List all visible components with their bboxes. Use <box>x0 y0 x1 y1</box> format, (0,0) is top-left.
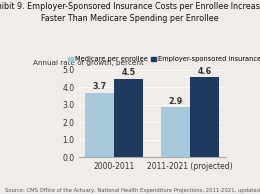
Bar <box>190 77 219 157</box>
Text: Source: CMS Office of the Actuary, National Health Expenditure Projections, 2011: Source: CMS Office of the Actuary, Natio… <box>5 188 260 193</box>
Text: 3.7: 3.7 <box>92 82 106 92</box>
Text: 4.6: 4.6 <box>197 67 211 76</box>
Bar <box>161 107 190 157</box>
Bar <box>85 93 114 157</box>
Text: Faster Than Medicare Spending per Enrollee: Faster Than Medicare Spending per Enroll… <box>41 14 219 23</box>
Bar <box>114 79 143 157</box>
Text: 2.9: 2.9 <box>168 96 183 106</box>
Text: 4.5: 4.5 <box>121 68 135 77</box>
Text: Exhibit 9. Employer-Sponsored Insurance Costs per Enrollee Increasing: Exhibit 9. Employer-Sponsored Insurance … <box>0 2 260 11</box>
Legend: Medicare per enrollee, Employer-sponsored insurance per enrollee: Medicare per enrollee, Employer-sponsore… <box>65 54 260 65</box>
Text: Annual rate of growth, percent: Annual rate of growth, percent <box>32 60 144 66</box>
